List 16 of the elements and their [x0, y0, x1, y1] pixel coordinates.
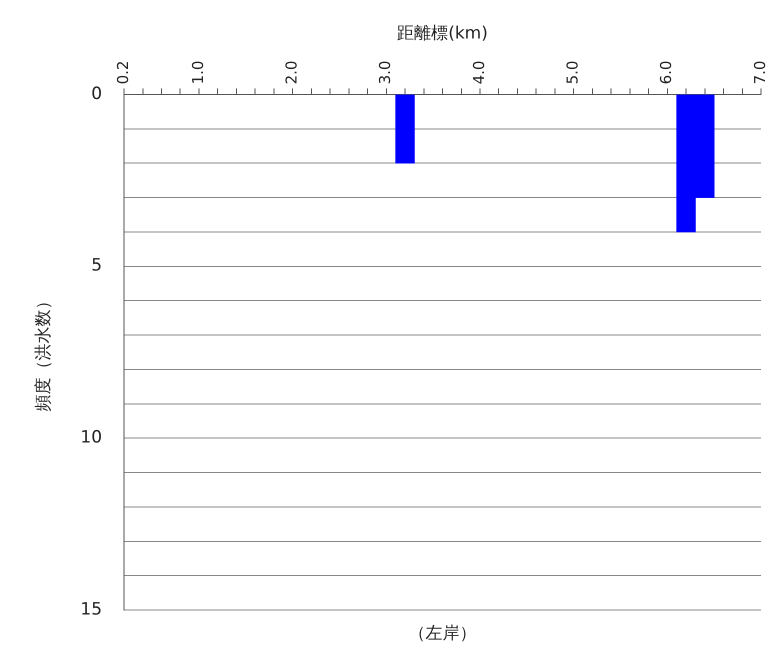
- x-tick-label: 1.0: [188, 60, 207, 84]
- text: （左岸）: [408, 623, 477, 644]
- x-axis-title: 距離標(km): [397, 24, 488, 44]
- x-tick-label: 7.0: [750, 60, 769, 84]
- x-tick-label: 4.0: [470, 60, 488, 84]
- y-tick-label: 15: [80, 599, 102, 620]
- y-axis-title: 頻度（洪水数）: [34, 292, 54, 412]
- y-tick-label: 5: [91, 256, 102, 276]
- x-tick-label: 6.0: [657, 60, 676, 84]
- bar: [395, 94, 415, 164]
- x-tick-label: 0.2: [114, 60, 132, 84]
- x-tick-label: 3.0: [376, 60, 394, 84]
- y-tick-label: 0: [91, 84, 102, 104]
- y-tick-label: 10: [80, 428, 102, 448]
- x-tick-label: 2.0: [282, 60, 301, 84]
- x-tick-label: 5.0: [564, 60, 582, 84]
